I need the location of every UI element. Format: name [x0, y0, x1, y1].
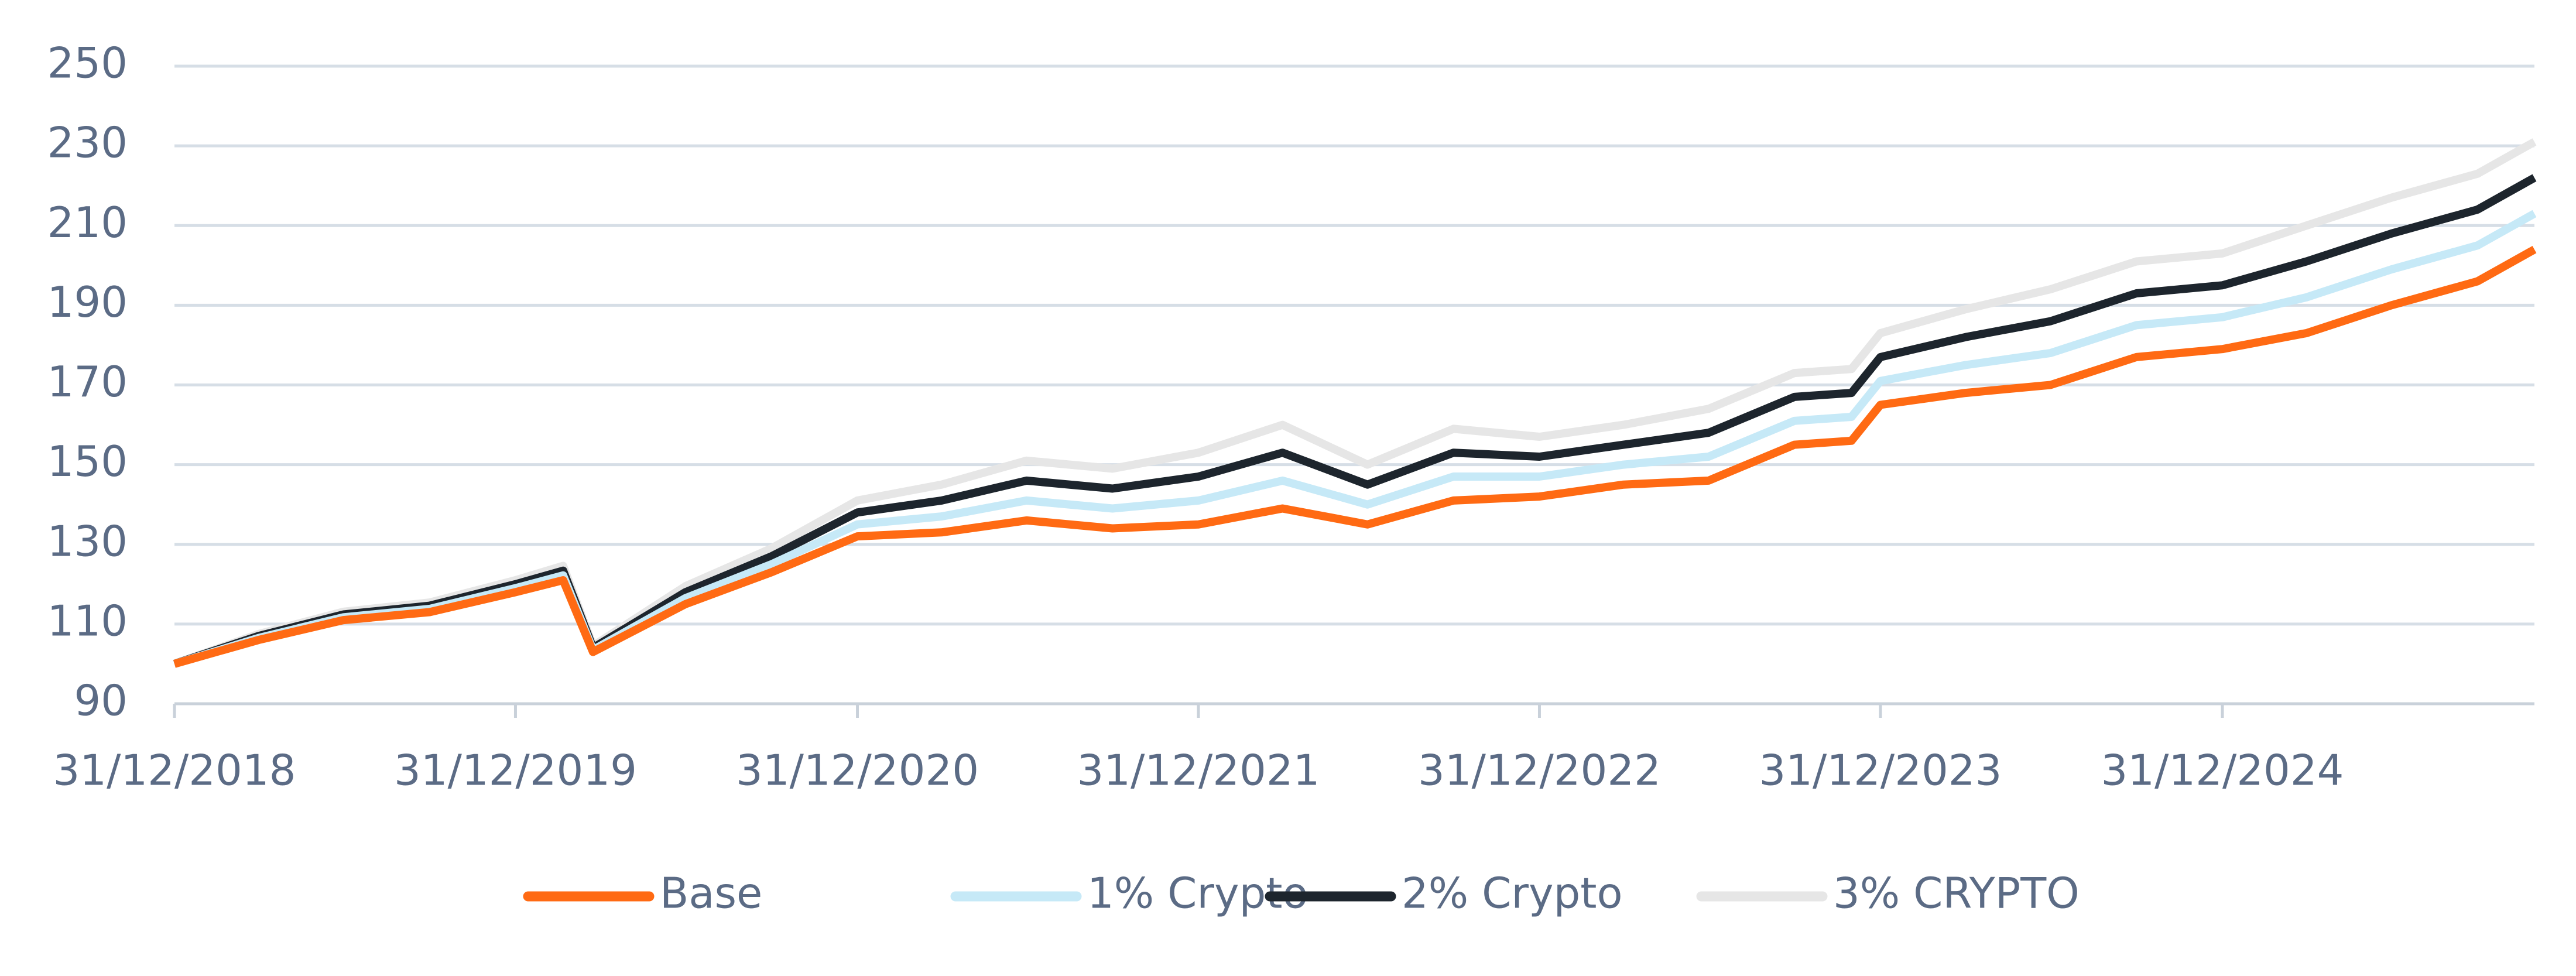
- x-tick-label: 31/12/2024: [2101, 746, 2344, 795]
- y-tick-label: 190: [47, 278, 128, 327]
- legend-label: 3% CRYPTO: [1833, 869, 2080, 918]
- legend-label: 2% Crypto: [1402, 869, 1623, 918]
- y-tick-label: 210: [47, 198, 128, 247]
- series-line: [173, 138, 2537, 668]
- x-tick-label: 31/12/2021: [1077, 746, 1320, 795]
- y-tick-label: 170: [47, 357, 128, 406]
- x-tick-label: 31/12/2019: [394, 746, 637, 795]
- x-tick-label: 31/12/2023: [1759, 746, 2002, 795]
- series-line: [173, 210, 2537, 668]
- x-tick-label: 31/12/2022: [1418, 746, 1661, 795]
- y-tick-label: 250: [47, 39, 128, 88]
- x-tick-label: 31/12/2018: [53, 746, 296, 795]
- series-line: [173, 174, 2537, 668]
- legend-label: Base: [660, 869, 762, 918]
- y-tick-label: 230: [47, 118, 128, 167]
- y-tick-label: 90: [74, 676, 128, 725]
- y-tick-label: 130: [47, 516, 128, 566]
- y-tick-label: 150: [47, 437, 128, 486]
- series-line: [173, 245, 2537, 668]
- y-tick-label: 110: [47, 596, 128, 645]
- x-tick-label: 31/12/2020: [736, 746, 979, 795]
